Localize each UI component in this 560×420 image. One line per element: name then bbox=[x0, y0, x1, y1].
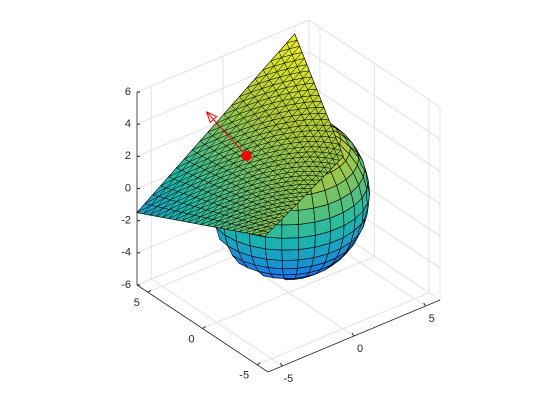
z-tick-label: 0 bbox=[125, 182, 131, 194]
x-tick-label: 0 bbox=[357, 343, 363, 355]
sphere-patch bbox=[331, 253, 347, 267]
sphere-patch bbox=[301, 273, 316, 279]
plane-patch bbox=[328, 162, 336, 169]
grid-line bbox=[308, 19, 441, 108]
axis-line bbox=[136, 284, 269, 373]
x-tick-label: 5 bbox=[429, 313, 435, 325]
sphere-patch bbox=[264, 236, 283, 251]
z-tick-label: 2 bbox=[125, 150, 131, 162]
plane-patch bbox=[266, 223, 278, 229]
sphere-patch bbox=[283, 274, 297, 279]
tick-mark bbox=[423, 302, 427, 307]
plane-patch bbox=[290, 200, 301, 205]
plane-patch bbox=[282, 208, 293, 213]
point bbox=[241, 150, 252, 161]
y-tick-label: 0 bbox=[188, 333, 194, 345]
plane-patch bbox=[258, 231, 270, 237]
grid-line bbox=[256, 292, 430, 366]
plane-patch bbox=[323, 166, 333, 173]
sphere-patch bbox=[357, 218, 365, 238]
sphere-patch bbox=[344, 136, 358, 154]
sphere-patch bbox=[281, 249, 299, 261]
grid-line bbox=[202, 256, 375, 329]
sphere-patch bbox=[345, 237, 358, 254]
plane-patch bbox=[311, 179, 321, 185]
plane-patch bbox=[269, 219, 282, 225]
z-tick-label: 4 bbox=[125, 118, 131, 130]
sphere-patch bbox=[282, 267, 298, 276]
tick-mark bbox=[147, 289, 152, 293]
axis-line bbox=[267, 299, 441, 373]
z-tick-label: -4 bbox=[121, 247, 131, 259]
plane-patch bbox=[298, 192, 309, 197]
plane-patch bbox=[336, 154, 344, 161]
plane-patch bbox=[303, 188, 313, 193]
y-tick-label: 5 bbox=[134, 297, 140, 309]
tick-mark bbox=[202, 326, 206, 329]
plane-patch bbox=[273, 216, 286, 221]
z-tick-label: -2 bbox=[121, 215, 131, 227]
tick-mark bbox=[256, 362, 261, 366]
sphere-patch bbox=[281, 224, 300, 239]
plane-patch bbox=[307, 184, 317, 189]
sphere-patch bbox=[298, 221, 316, 239]
sphere-patch bbox=[297, 207, 316, 225]
x-tick-label: -5 bbox=[283, 373, 293, 385]
y-tick-label: -5 bbox=[239, 370, 249, 382]
sphere-patch bbox=[281, 237, 300, 251]
plane-patch bbox=[332, 158, 340, 165]
grid-line bbox=[308, 83, 441, 172]
tick-mark bbox=[279, 362, 283, 367]
sphere-patch bbox=[265, 248, 283, 261]
plane-patch bbox=[262, 227, 274, 233]
grid-line bbox=[308, 51, 441, 140]
grid-line bbox=[136, 19, 310, 93]
arrow-head bbox=[205, 111, 218, 124]
plane-patch bbox=[294, 196, 305, 201]
sphere-patch bbox=[357, 152, 367, 173]
sphere-patch bbox=[266, 258, 284, 270]
plane-patch bbox=[319, 171, 329, 177]
sphere-patch bbox=[365, 184, 370, 206]
tick-mark bbox=[351, 332, 355, 337]
plane-patch bbox=[315, 175, 325, 181]
plane-patch bbox=[278, 212, 290, 217]
sphere-patch bbox=[281, 259, 299, 270]
z-tick-label: 6 bbox=[125, 86, 131, 98]
z-tick-label: -6 bbox=[121, 279, 131, 291]
plane-patch bbox=[286, 204, 297, 209]
